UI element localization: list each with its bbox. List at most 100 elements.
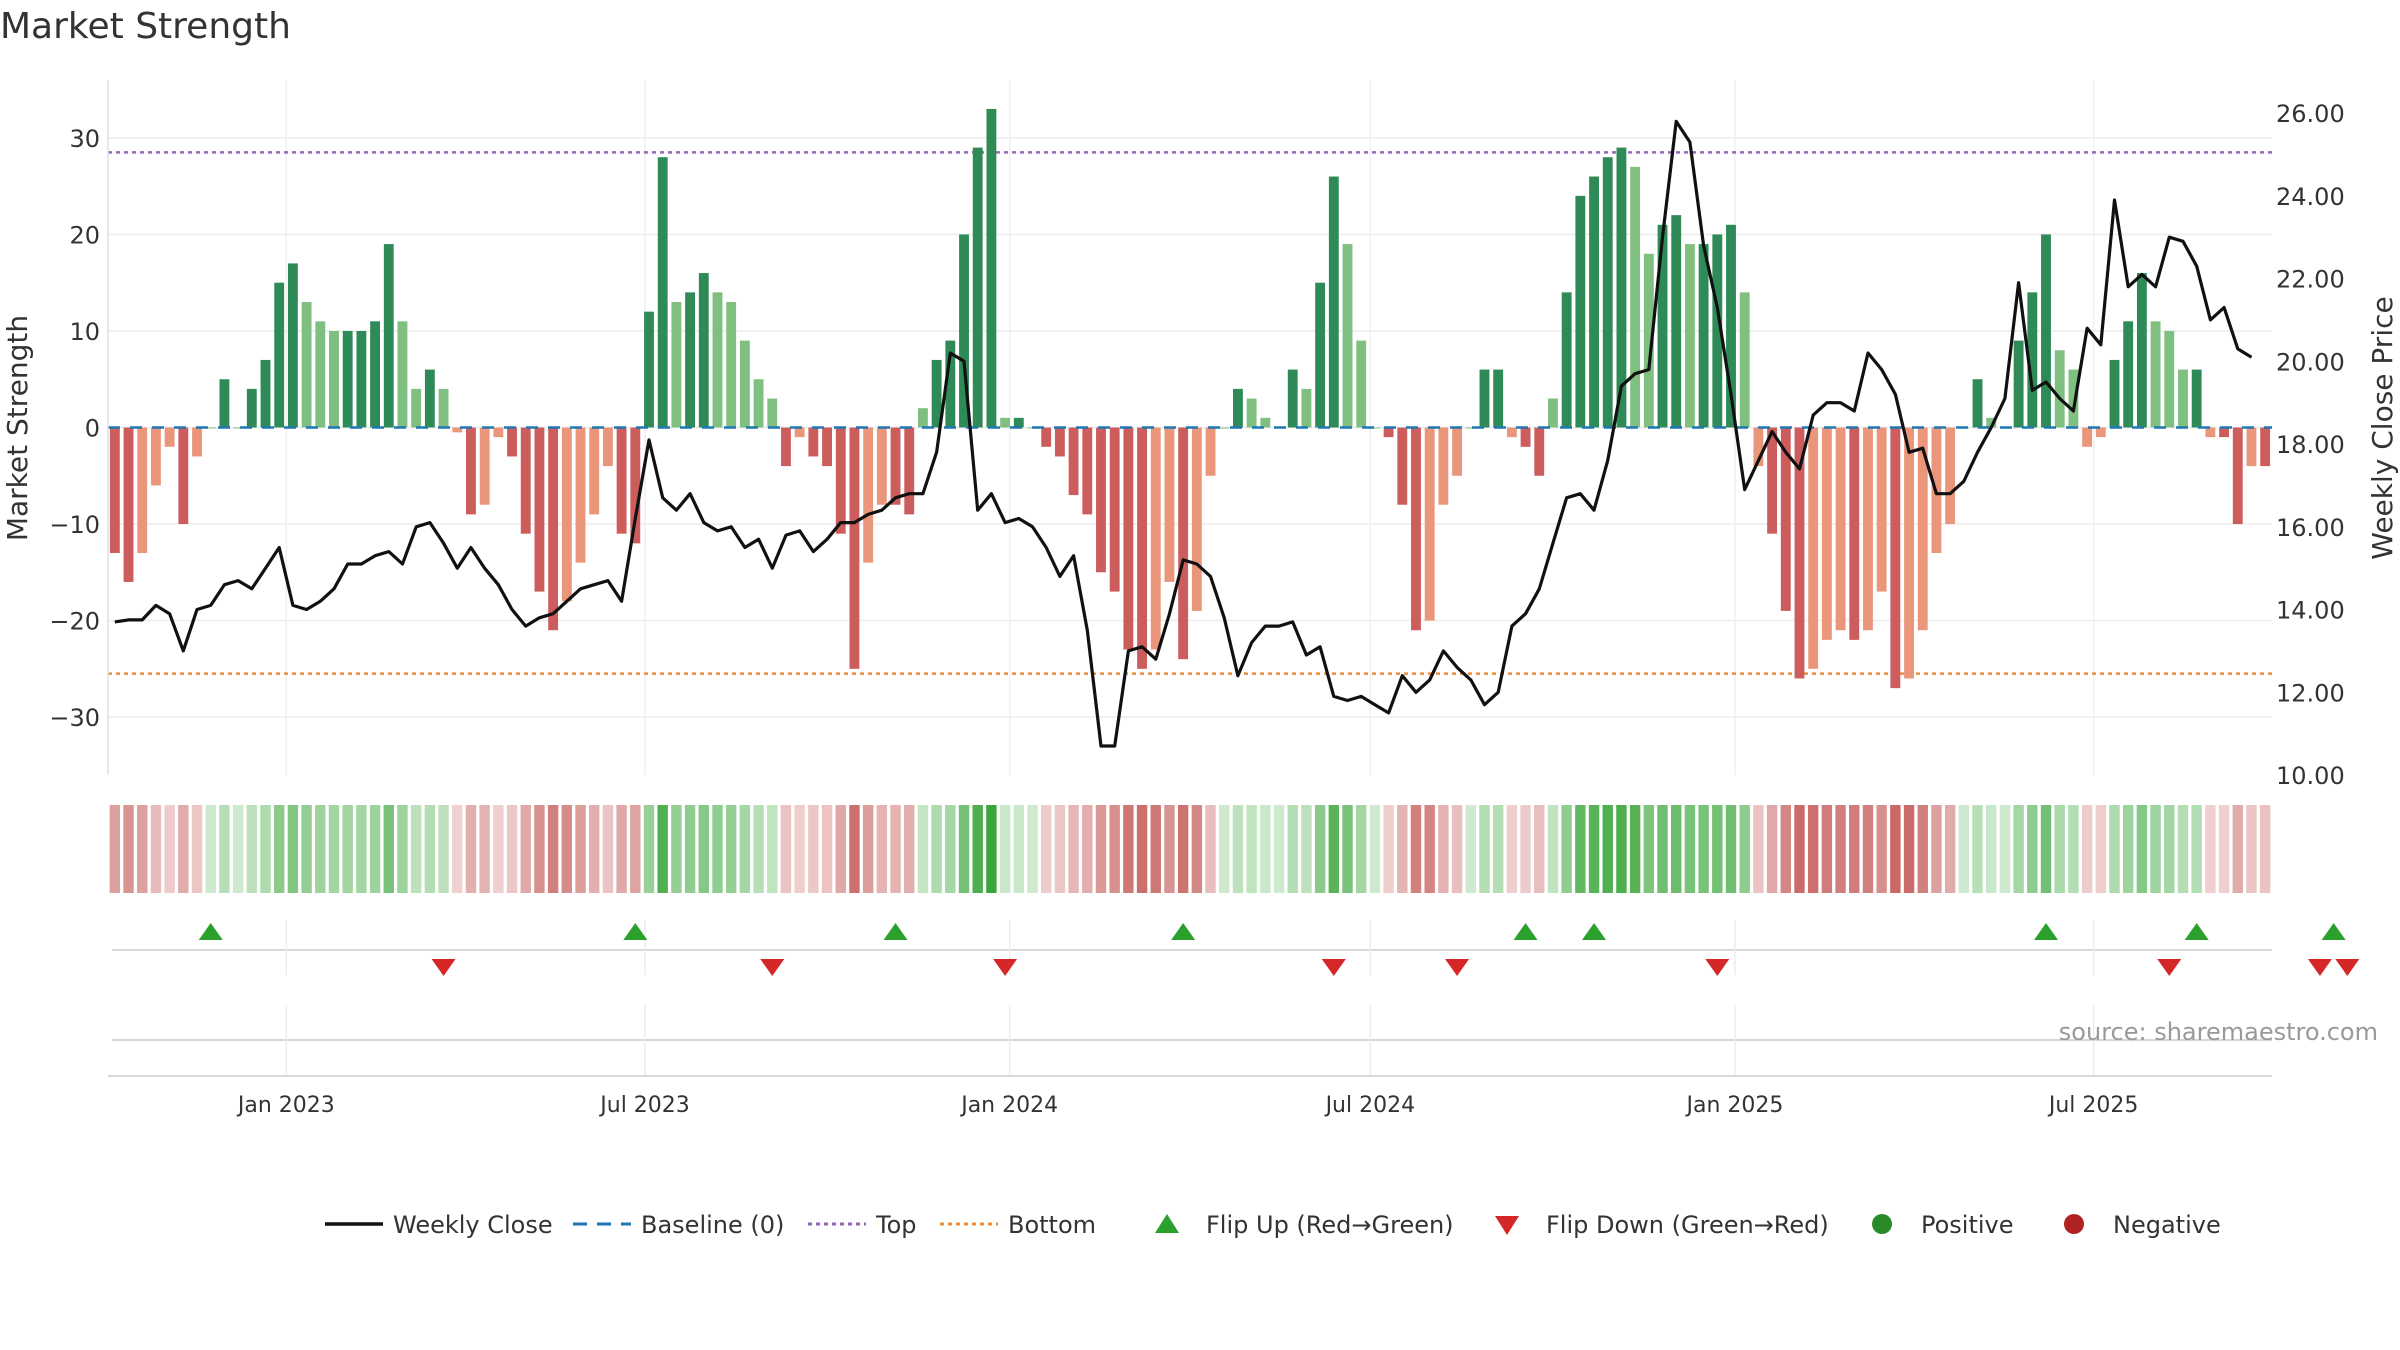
band-cell xyxy=(1355,805,1367,893)
band-cell xyxy=(1232,805,1244,893)
strength-bar xyxy=(315,321,326,428)
strength-bar xyxy=(986,108,997,428)
strength-bar xyxy=(520,427,531,534)
strength-bar xyxy=(1219,427,1230,429)
x-tick-label: Jan 2025 xyxy=(1685,1093,1784,1118)
band-cell xyxy=(2109,805,2120,893)
band-cell xyxy=(397,805,408,893)
strength-bar xyxy=(589,427,600,515)
strength-bar xyxy=(931,359,942,428)
strength-bar xyxy=(1191,427,1202,611)
strength-bar xyxy=(1671,215,1682,428)
strength-bar xyxy=(1452,427,1463,476)
band-cell xyxy=(958,805,970,893)
strength-bar xyxy=(1520,427,1531,447)
band-cell xyxy=(725,805,737,893)
band-cell xyxy=(520,805,531,893)
band-cell xyxy=(1807,805,1819,893)
weekly-close-path xyxy=(114,119,2253,748)
band-cell xyxy=(479,805,490,893)
strength-bar xyxy=(1657,224,1668,428)
band-cell xyxy=(2040,805,2052,893)
flip-up-marker xyxy=(198,923,223,940)
strength-bar xyxy=(712,292,723,428)
strength-bar xyxy=(192,427,202,457)
band-cell xyxy=(1246,805,1257,893)
band-cell xyxy=(1424,805,1435,893)
strength-bar xyxy=(109,427,120,553)
left-axis: −30 −20 −10 0 10 20 30 xyxy=(49,80,109,775)
strength-bar xyxy=(1575,195,1586,428)
band-cell xyxy=(794,805,805,893)
strength-bar xyxy=(246,388,257,428)
band-cell xyxy=(438,805,449,893)
band-cell xyxy=(1136,805,1148,893)
band-cell xyxy=(643,805,655,893)
right-axis-label: Weekly Close Price xyxy=(2366,296,2399,559)
strength-bar xyxy=(438,388,449,428)
strength-bar xyxy=(575,427,586,563)
left-tick-label: −30 xyxy=(49,704,100,732)
band-cell xyxy=(1479,805,1490,893)
strength-bar xyxy=(1972,379,1983,428)
band-cell xyxy=(1465,805,1476,893)
strength-bar xyxy=(1726,224,1736,428)
band-cell xyxy=(273,805,285,893)
band-cell xyxy=(1602,805,1613,893)
band-cell xyxy=(2164,805,2175,893)
strength-bar xyxy=(1698,244,1709,428)
flip-down-marker xyxy=(993,959,1018,976)
band-cell xyxy=(1903,805,1915,893)
band-cell xyxy=(465,805,477,893)
band-cell xyxy=(1657,805,1668,893)
band-cell xyxy=(506,805,518,893)
strength-bars xyxy=(109,108,2271,689)
strength-bar xyxy=(137,427,148,553)
x-tick-label: Jul 2023 xyxy=(598,1093,690,1118)
band-cell xyxy=(1917,805,1928,893)
band-cell xyxy=(712,805,723,893)
band-cell xyxy=(1287,805,1298,893)
band-cell xyxy=(246,805,258,893)
strength-bar xyxy=(287,263,298,428)
strength-bar xyxy=(1904,427,1914,679)
band-cell xyxy=(1849,805,1860,893)
strength-bar xyxy=(1684,244,1695,428)
band-cell xyxy=(1616,805,1627,893)
band-cell xyxy=(1451,805,1463,893)
right-tick-label: 16.00 xyxy=(2276,514,2345,542)
band-cell xyxy=(1999,805,2011,893)
band-cell xyxy=(2246,805,2257,893)
strength-bar xyxy=(602,427,613,467)
flip-up-marker xyxy=(883,923,908,940)
strength-bar xyxy=(630,427,641,544)
flip-down-marker xyxy=(1705,959,1730,976)
band-cell xyxy=(671,805,682,893)
chart-title: Market Strength xyxy=(0,6,291,47)
band-cell xyxy=(1588,805,1600,893)
left-tick-label: 20 xyxy=(69,221,100,249)
strength-bar xyxy=(2068,369,2079,428)
strength-bar xyxy=(2219,427,2229,438)
band-cell xyxy=(1219,805,1230,893)
band-cell xyxy=(1410,805,1422,893)
band-cell xyxy=(2205,805,2216,893)
band-cell xyxy=(452,805,463,893)
band-cell xyxy=(1492,805,1504,893)
right-tick-label: 10.00 xyxy=(2276,762,2345,790)
strength-bar xyxy=(1369,427,1380,429)
strength-bar xyxy=(794,427,805,438)
strength-bar xyxy=(1082,427,1093,515)
strength-bar xyxy=(1123,427,1134,650)
band-cell xyxy=(2054,805,2065,893)
strength-bar xyxy=(479,427,490,505)
band-cell xyxy=(369,805,381,893)
band-cell xyxy=(109,805,121,893)
band-cell xyxy=(917,805,929,893)
strength-bar xyxy=(876,427,887,505)
strength-bar xyxy=(2041,234,2051,428)
band-cell xyxy=(1068,805,1079,893)
left-axis-label: Market Strength xyxy=(1,315,34,541)
strength-bar xyxy=(1794,427,1805,679)
strength-bar xyxy=(397,321,408,428)
